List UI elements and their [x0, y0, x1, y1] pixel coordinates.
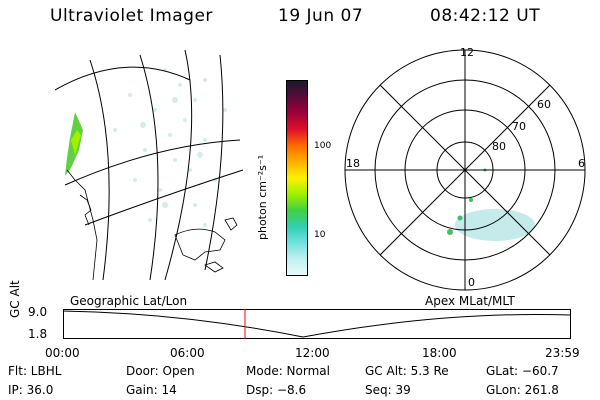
geographic-map-svg [54, 49, 244, 281]
x-tick-2359: 23:59 [545, 346, 580, 360]
auroral-oval-core [71, 130, 81, 155]
door-status: Door: Open [126, 364, 195, 378]
filter-status: Flt: LBHL [8, 364, 62, 378]
lat-lon-grid [54, 49, 244, 281]
y-tick-1-8: 1.8 [28, 327, 48, 341]
x-tick-0600: 06:00 [170, 346, 205, 360]
lat-label-80: 80 [492, 140, 506, 153]
timeline-y-axis-label: GC Alt [8, 280, 22, 318]
colorbar-unit-label: photon cm⁻²s⁻¹ [256, 154, 269, 240]
mlt-label-dawn: 6 [578, 157, 585, 170]
colorbar-tick-10: 10 [314, 230, 326, 240]
geographic-latitude: GLat: −60.7 [486, 364, 559, 378]
polar-plot-svg [344, 49, 586, 291]
gc-altitude: GC Alt: 5.3 Re [365, 364, 449, 378]
x-tick-1200: 12:00 [295, 346, 330, 360]
background-emission [113, 68, 227, 227]
altitude-curve [62, 310, 572, 338]
polar-diffuse-emission [455, 209, 535, 241]
coastlines [66, 169, 238, 281]
gain-value: Gain: 14 [126, 383, 177, 397]
geographic-map [54, 40, 245, 281]
y-tick-9: 9.0 [28, 305, 48, 319]
x-tick-0000: 00:00 [45, 346, 80, 360]
dsp-value: Dsp: −8.6 [246, 383, 307, 397]
lat-label-70: 70 [512, 120, 526, 133]
geographic-label: Geographic Lat/Lon [70, 294, 188, 308]
mlt-label-dusk: 18 [346, 157, 360, 170]
orbit-timeline [62, 309, 572, 341]
timeline-svg [62, 309, 572, 339]
apex-label: Apex MLat/MLT [425, 294, 515, 308]
polar-mlt-plot [335, 40, 595, 300]
polar-grid [344, 49, 586, 291]
timeline-frame [63, 309, 571, 339]
ip-value: IP: 36.0 [8, 383, 54, 397]
instrument-title: Ultraviolet Imager [50, 6, 213, 26]
sequence-number: Seq: 39 [365, 383, 411, 397]
mlt-label-noon: 12 [460, 46, 474, 59]
observation-date: 19 Jun 07 [278, 6, 364, 26]
geographic-longitude: GLon: 261.8 [486, 383, 559, 397]
x-tick-1800: 18:00 [422, 346, 457, 360]
mode-status: Mode: Normal [246, 364, 330, 378]
intensity-colorbar [286, 80, 308, 276]
colorbar-tick-100: 100 [314, 141, 332, 151]
mlt-label-midnight: 0 [468, 276, 475, 289]
observation-time: 08:42:12 UT [430, 6, 541, 26]
lat-label-60: 60 [537, 98, 551, 111]
